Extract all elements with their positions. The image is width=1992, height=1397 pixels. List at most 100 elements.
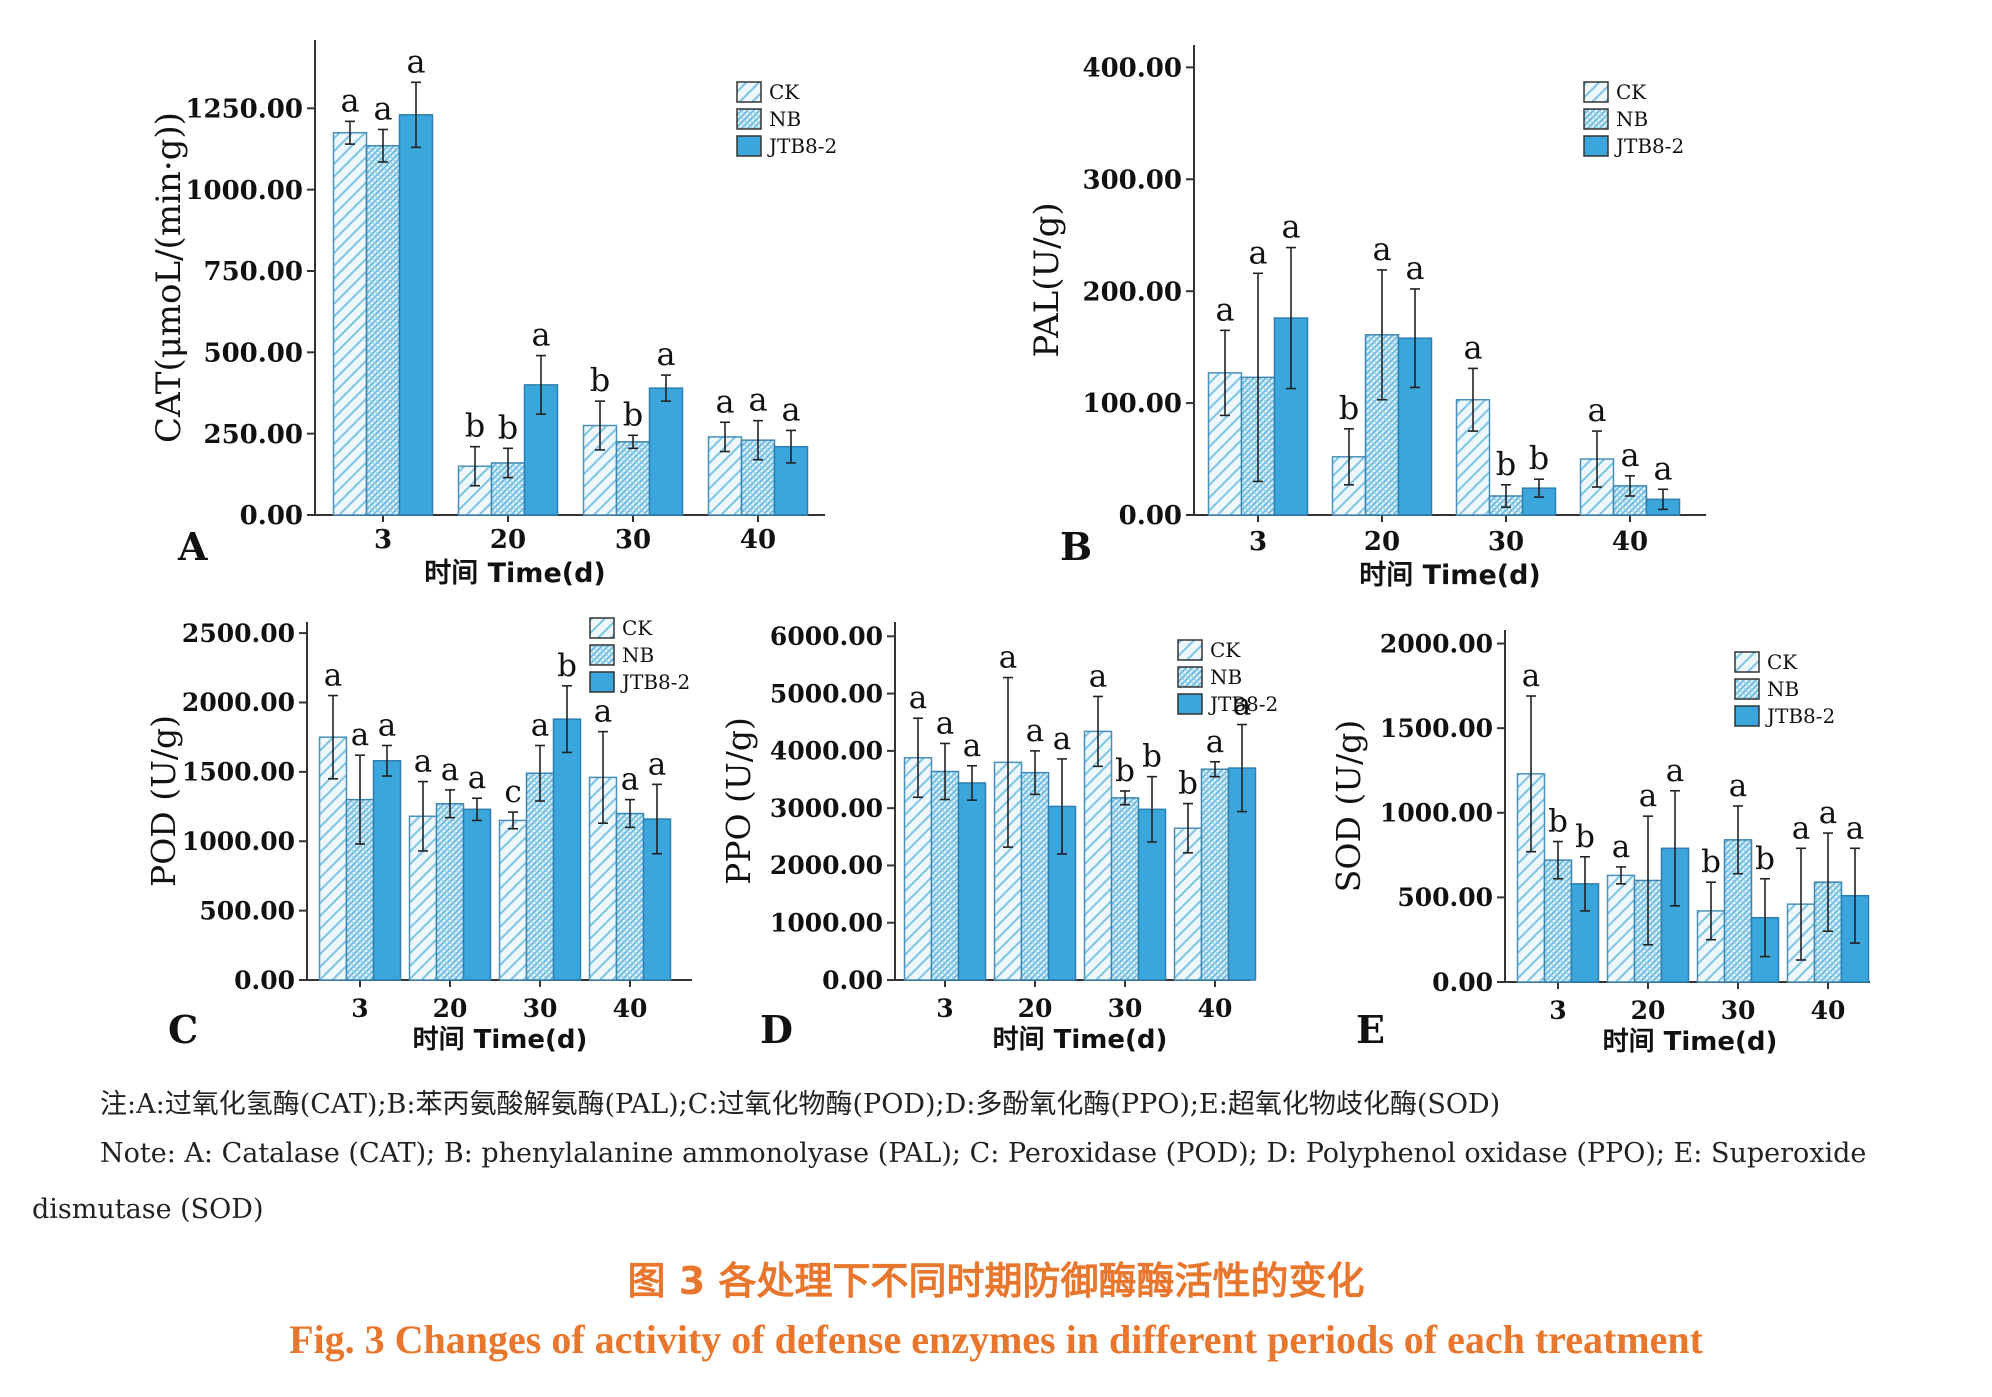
significance-letter: a [748, 381, 767, 419]
x-axis-title: 时间 Time(d) [1603, 1027, 1778, 1057]
significance-letter: b [1178, 766, 1198, 802]
bar-CK [1083, 730, 1113, 981]
significance-letter: b [498, 408, 518, 446]
legend-swatch-NB [1583, 108, 1609, 130]
x-tick-label: 20 [1631, 996, 1666, 1025]
chart-panel-E: 0.00 500.00 1000.00 1500.00 2000.00 3 20 30 40 时间… [1329, 629, 1870, 1057]
y-tick-label: 500.00 [1397, 883, 1493, 912]
legend-swatch-NB [1177, 666, 1203, 688]
figure-charts: 0.00 250.00 500.00 750.00 1000.00 1250.00 3 20 3… [144, 40, 1870, 1057]
bar-JTB8-2 [648, 387, 684, 516]
panel-label: A [177, 524, 208, 569]
significance-letter: b [1142, 739, 1162, 775]
significance-letter: a [1620, 436, 1639, 474]
legend-swatch-NB [589, 644, 615, 666]
significance-letter: a [1639, 778, 1657, 814]
significance-letter: a [1026, 713, 1044, 749]
bar-NB [615, 441, 651, 516]
x-tick-label: 40 [1198, 994, 1233, 1023]
significance-letter: a [1215, 290, 1234, 328]
significance-letter: a [936, 705, 954, 741]
legend-label: CK [1210, 638, 1241, 662]
y-tick-label: 100.00 [1082, 389, 1182, 419]
x-tick-label: 30 [1488, 527, 1524, 557]
significance-letter: a [648, 746, 666, 782]
y-tick-label: 500.00 [199, 896, 295, 925]
bar-JTB8-2 [1137, 808, 1167, 981]
significance-letter: a [1206, 724, 1224, 760]
bar-NB [1020, 771, 1050, 981]
x-tick-label: 30 [615, 525, 651, 555]
x-tick-label: 30 [1721, 996, 1756, 1025]
significance-letter: b [1115, 753, 1135, 789]
significance-letter: b [1548, 804, 1568, 840]
figure-note-english-line1: Note: A: Catalase (CAT); B: phenylalanin… [100, 1138, 1867, 1169]
x-axis-title: 时间 Time(d) [413, 1025, 588, 1055]
significance-letter: a [340, 81, 359, 119]
y-tick-label: 1000.00 [185, 176, 303, 206]
bar-NB [1813, 881, 1843, 983]
significance-letter: a [1729, 768, 1747, 804]
y-tick-label: 250.00 [203, 420, 303, 450]
y-tick-label: 1500.00 [1380, 714, 1493, 743]
legend: CK NB JTB8-2 [1734, 650, 1835, 728]
legend-swatch-CK [1583, 81, 1609, 103]
y-tick-label: 0.00 [822, 966, 883, 995]
figure-note-chinese: 注:A:过氧化氢酶(CAT);B:苯丙氨酸解氨酶(PAL);C:过氧化物酶(PO… [100, 1089, 1501, 1120]
significance-letter: a [468, 760, 486, 796]
significance-letter: a [324, 658, 342, 694]
y-tick-label: 300.00 [1082, 165, 1182, 195]
significance-letter: a [1053, 721, 1071, 757]
legend: CK NB JTB8-2 [589, 616, 690, 694]
legend-label: NB [769, 107, 801, 131]
figure-caption-chinese: 图 3 各处理下不同时期防御酶酶活性的变化 [627, 1259, 1365, 1303]
x-tick-label: 20 [433, 994, 468, 1023]
significance-letter: b [557, 648, 577, 684]
significance-letter: a [378, 707, 396, 743]
legend-swatch-CK [736, 81, 762, 103]
significance-letter: b [465, 407, 485, 445]
x-tick-label: 3 [1549, 996, 1566, 1025]
legend-swatch-JTB8-2 [1734, 705, 1760, 727]
panel-label: C [168, 1007, 198, 1052]
legend: CK NB JTB8-2 [1177, 638, 1278, 716]
legend-swatch-CK [1177, 639, 1203, 661]
legend-label: JTB8-2 [620, 670, 690, 694]
x-tick-label: 30 [1108, 994, 1143, 1023]
significance-letter: b [1529, 439, 1549, 477]
y-tick-label: 0.00 [1432, 968, 1493, 997]
y-tick-label: 400.00 [1082, 53, 1182, 83]
legend-label: NB [1616, 107, 1648, 131]
significance-letter: a [621, 762, 639, 798]
significance-letter: a [1522, 658, 1540, 694]
legend-label: CK [1767, 650, 1798, 674]
x-tick-label: 20 [1018, 994, 1053, 1023]
bar-JTB8-2 [462, 808, 492, 981]
significance-letter: a [1587, 391, 1606, 429]
significance-letter: a [1612, 829, 1630, 865]
significance-letter: b [590, 361, 610, 399]
significance-letter: a [1666, 753, 1684, 789]
significance-letter: c [504, 774, 521, 810]
y-axis-title: POD (U/g) [144, 715, 183, 887]
bar-NB [1543, 859, 1573, 983]
significance-letter: a [441, 752, 459, 788]
x-tick-label: 3 [351, 994, 368, 1023]
x-tick-label: 40 [1811, 996, 1846, 1025]
significance-letter: a [414, 744, 432, 780]
significance-letter: b [1496, 445, 1516, 483]
legend-swatch-JTB8-2 [1583, 135, 1609, 157]
significance-letter: b [1575, 819, 1595, 855]
significance-letter: a [594, 694, 612, 730]
chart-panel-A: 0.00 250.00 500.00 750.00 1000.00 1250.00 3 20 3… [149, 40, 837, 589]
bar-NB [435, 803, 465, 981]
x-tick-label: 40 [740, 525, 776, 555]
y-axis-title: CAT(μmoL/(min·g)) [149, 112, 189, 443]
y-tick-label: 750.00 [203, 257, 303, 287]
significance-letter: a [1089, 658, 1107, 694]
x-tick-label: 3 [374, 525, 392, 555]
legend-label: NB [1767, 677, 1799, 701]
y-tick-label: 0.00 [234, 966, 295, 995]
y-tick-label: 1250.00 [185, 94, 303, 124]
significance-letter: b [1755, 841, 1775, 877]
